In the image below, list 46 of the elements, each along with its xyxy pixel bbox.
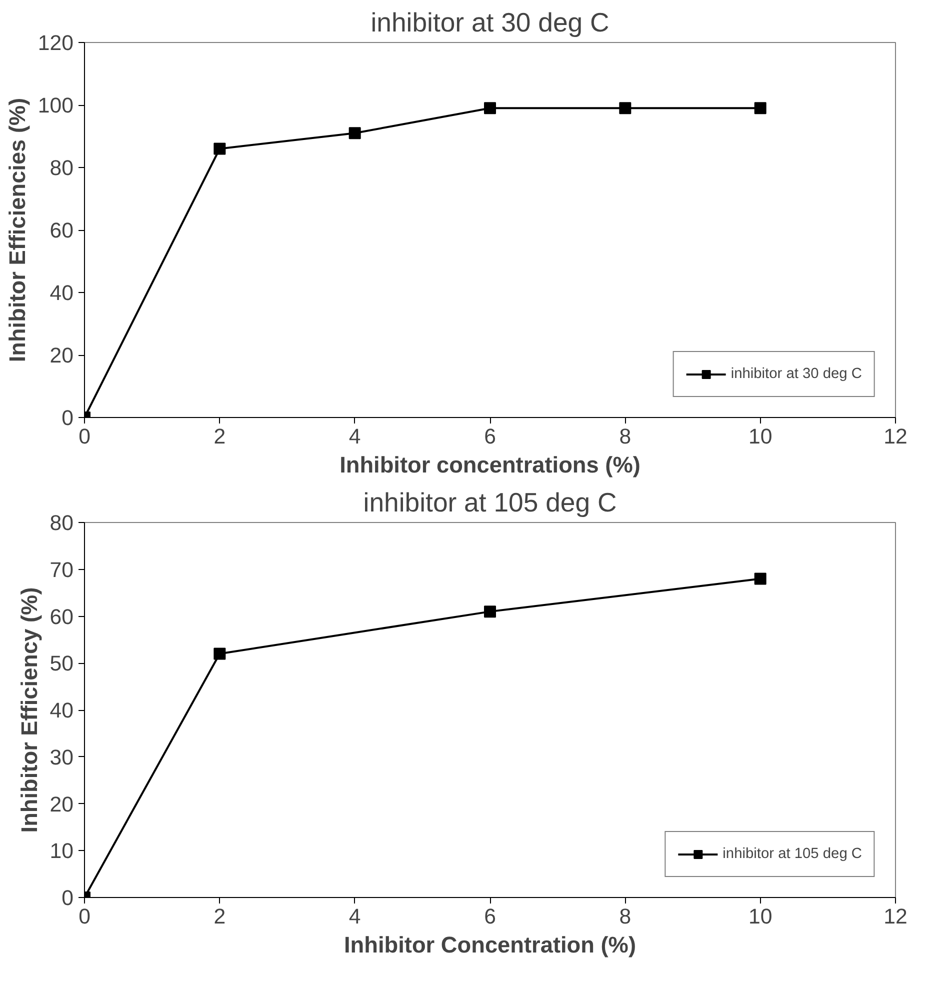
point	[214, 142, 226, 155]
x-tick-label: 6	[484, 424, 496, 448]
x-tick-label: 2	[214, 424, 226, 448]
x-tick-label: 0	[78, 904, 91, 928]
point	[754, 102, 766, 114]
y-tick-label: 0	[62, 406, 74, 430]
y-axis-title: Inhibitor Efficiencies (%)	[4, 98, 30, 362]
point	[484, 102, 496, 114]
y-tick-label: 60	[50, 604, 74, 629]
y-tick-label: 100	[38, 94, 74, 118]
x-tick-label: 12	[884, 904, 908, 928]
y-tick-label: 20	[50, 344, 74, 368]
x-tick-label: 8	[619, 424, 632, 448]
x-tick-label: 10	[748, 904, 772, 928]
y-axis-title: Inhibitor Efficiency (%)	[16, 587, 42, 833]
point	[484, 606, 496, 618]
x-tick-label: 8	[619, 904, 632, 928]
y-tick-label: 80	[50, 511, 74, 535]
y-tick-label: 10	[50, 839, 74, 864]
y-tick-label: 80	[50, 156, 74, 180]
x-tick-label: 6	[484, 904, 496, 928]
point	[754, 572, 766, 585]
point	[348, 127, 361, 140]
x-tick-label: 12	[884, 424, 908, 448]
y-tick-label: 30	[50, 745, 74, 770]
x-axis-title: Inhibitor concentrations (%)	[340, 452, 640, 478]
y-tick-label: 40	[50, 698, 74, 722]
x-tick-label: 0	[78, 424, 91, 448]
y-tick-label: 0	[62, 886, 74, 910]
x-tick-label: 4	[348, 424, 361, 448]
x-tick-label: 10	[748, 424, 772, 448]
legend-label: inhibitor at 30 deg C	[730, 366, 862, 382]
chart-title: inhibitor at 30 deg C	[370, 8, 610, 38]
y-tick-label: 120	[38, 31, 74, 55]
point	[619, 102, 632, 114]
x-axis-title: Inhibitor Concentration (%)	[344, 932, 636, 958]
x-tick-label: 2	[214, 904, 226, 928]
y-tick-label: 60	[50, 218, 74, 242]
chart-title: inhibitor at 105 deg C	[363, 488, 617, 518]
y-tick-label: 70	[50, 558, 74, 582]
y-tick-label: 20	[50, 792, 74, 816]
legend-label: inhibitor at 105 deg C	[722, 846, 862, 862]
y-tick-label: 40	[50, 281, 74, 305]
y-tick-label: 50	[50, 652, 74, 676]
point	[214, 648, 226, 660]
x-tick-label: 4	[348, 904, 361, 928]
